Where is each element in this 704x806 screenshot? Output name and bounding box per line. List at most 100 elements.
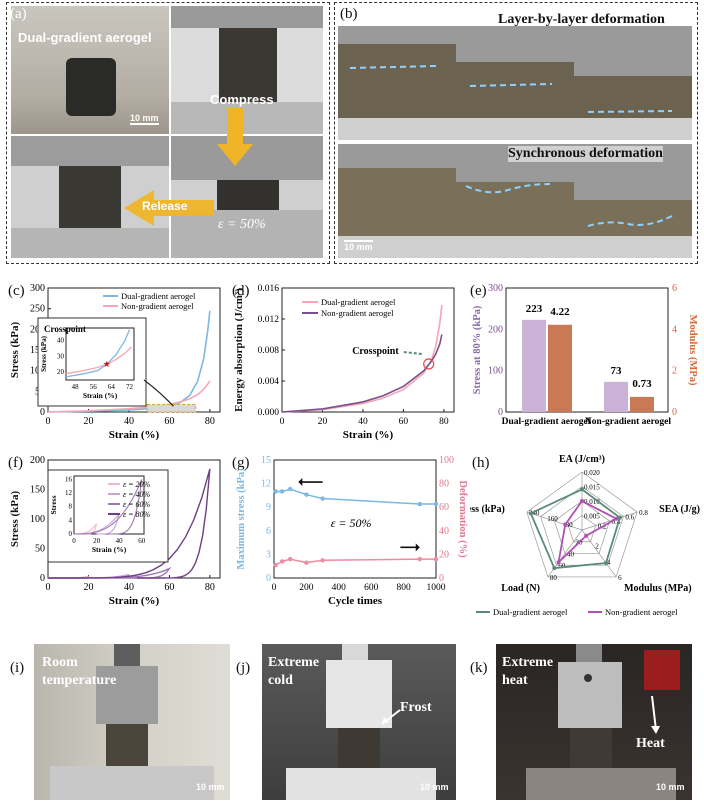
f-loop-line: [48, 468, 211, 579]
h-axis-label: SEA (J/g): [659, 504, 700, 515]
chart-g: 0 200 400 600 800 100003691215020406080100Cyc…: [236, 455, 468, 607]
c-crosspoint-star: ★: [103, 359, 111, 369]
e-y2tick-label: 0: [672, 407, 677, 418]
h-series-point: [614, 516, 619, 521]
photo-a1: [11, 6, 169, 134]
synchronous-title: Synchronous deformation: [508, 146, 663, 162]
e-plot-frame: [505, 287, 669, 413]
f-ytick-label: 50: [35, 544, 45, 555]
c-inset-ylabel: Stress (kPa): [40, 335, 48, 372]
h-axis-tick: 0.8: [639, 509, 648, 517]
panel-i-label: (i): [10, 660, 25, 676]
g-ytick-label: 6: [266, 526, 271, 537]
layer-by-layer-title: Layer-by-layer deformation: [498, 12, 665, 27]
d-crosspoint-arrow: [402, 350, 422, 355]
g-y2tick-label: 60: [439, 502, 449, 513]
c-inset-xtick: 56: [90, 383, 98, 391]
g-xtick-label: 400: [332, 583, 347, 593]
e-y2label: Modulus (MPa): [687, 315, 698, 386]
d-ytick-label: 0.012: [258, 315, 280, 325]
h-series-point: [584, 533, 589, 538]
h-axis-tick: 60: [558, 562, 566, 570]
e-ytick-label: 0: [498, 407, 503, 418]
d-legend-label: Dual-gradient aerogel: [321, 297, 396, 307]
d-xlabel: Strain (%): [343, 429, 394, 441]
h-axis-label: Load (N): [501, 583, 540, 594]
h-axis-tick: 240: [529, 509, 540, 517]
layer-lines: [349, 65, 673, 113]
c-inset-xtick: 64: [108, 383, 116, 391]
h-axis-tick: 6: [618, 574, 622, 582]
f-inset-ytick: 16: [65, 475, 73, 483]
d-xtick-label: 60: [399, 417, 409, 427]
c-inset-arrow: [143, 379, 174, 407]
g-y2label: Deformation (%): [457, 480, 468, 558]
panel-d-label: (d): [232, 283, 250, 299]
h-axis-tick: 0.4: [612, 518, 621, 526]
heat-arrow: [651, 696, 660, 734]
d-series-line: [281, 304, 443, 413]
c-ytick-label: 300: [30, 283, 45, 294]
h-axis-label: EA (J/cm³): [559, 454, 605, 465]
h-axis-tick: 160: [547, 515, 558, 523]
g-stress-point: [320, 496, 325, 501]
h-axis-tick: 40: [567, 550, 575, 558]
g-arrowhead-left: [298, 478, 303, 487]
f-inset-xtick: 0: [72, 537, 76, 545]
c-inset-xtick: 72: [126, 383, 134, 391]
f-ytick-label: 100: [30, 514, 45, 525]
c-series-line: [47, 310, 211, 413]
g-plot-frame: [273, 459, 437, 579]
g-arrowhead-right: [415, 543, 420, 552]
h-axis-tick: 0.005: [584, 513, 600, 521]
chart-c: 020406080050100150200250300Strain (%)Str…: [9, 283, 221, 441]
g-ytick-label: 9: [266, 502, 271, 513]
h-spoke: [581, 511, 638, 531]
f-inset-xlabel: Strain (%): [92, 545, 127, 554]
c-inset-frame: [65, 327, 135, 381]
f-ytick-label: 200: [30, 455, 45, 466]
h-series-point: [580, 487, 584, 492]
d-legend-label: Non-gradient aerogel: [321, 308, 394, 318]
panel-a-title: Dual-gradient aerogel: [18, 30, 152, 45]
h-spoke: [581, 529, 617, 578]
h-series-point: [528, 511, 533, 516]
panel-b-label: (b): [340, 6, 358, 22]
h-series-polygon: [557, 499, 619, 565]
d-xtick-label: 40: [358, 417, 368, 427]
c-xtick-label: 0: [46, 416, 51, 427]
d-xtick-label: 0: [280, 417, 285, 427]
f-legend-label: ε = 60%: [123, 500, 151, 509]
f-inset-ytick: 0: [69, 530, 73, 538]
panel-j-scalebar: 10 mm: [420, 782, 449, 792]
d-ytick-label: 0.008: [258, 346, 280, 356]
g-stress-point: [417, 501, 422, 507]
f-inset-xtick: 40: [116, 537, 124, 545]
g-y2tick-label: 100: [439, 455, 454, 466]
h-axis-tick: 0.015: [584, 484, 600, 492]
g-ytick-label: 15: [261, 455, 271, 466]
f-xtick-label: 0: [46, 582, 51, 593]
g-annotation: ε = 50%: [331, 516, 372, 530]
f-inset-ytick: 12: [65, 489, 73, 497]
f-ytick-label: 0: [40, 573, 45, 584]
d-ytick-label: 0.016: [258, 284, 280, 294]
photo-a2: [171, 6, 323, 134]
c-xlabel: Strain (%): [109, 429, 160, 441]
photo-k: [496, 644, 692, 800]
g-deform-point: [288, 556, 293, 562]
photo-b-top: [338, 26, 692, 140]
h-axis-tick: 80: [566, 521, 574, 529]
g-deform-point: [273, 562, 278, 568]
h-series-polygon: [529, 488, 621, 570]
g-deform-point: [304, 560, 309, 565]
c-xtick-label: 20: [83, 416, 93, 427]
g-deform-point: [433, 556, 439, 562]
panel-j-label: (j): [236, 660, 251, 676]
e-category-label: Non-gradient aerogel: [585, 417, 671, 427]
panel-i-scalebar: 10 mm: [196, 782, 225, 792]
g-deform-point: [279, 559, 285, 564]
g-stress-point: [304, 492, 309, 497]
e-category-label: Dual-gradient aerogel: [502, 417, 591, 427]
